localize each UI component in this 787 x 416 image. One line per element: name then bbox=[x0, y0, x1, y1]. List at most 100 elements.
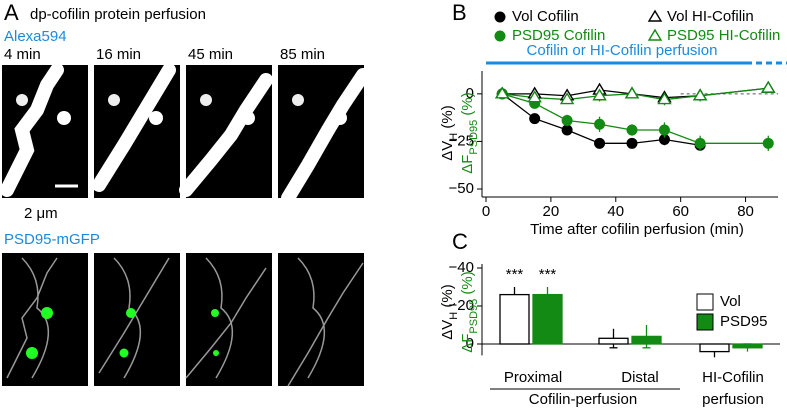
label-part: (%) bbox=[439, 105, 456, 133]
point bbox=[762, 137, 774, 149]
dendrite bbox=[179, 73, 273, 197]
outline bbox=[98, 257, 170, 374]
label-part: ΔV bbox=[439, 320, 456, 340]
psd-image bbox=[98, 257, 170, 379]
x-tick-label: Distal bbox=[621, 369, 659, 386]
point bbox=[559, 92, 575, 105]
panel-letter: A bbox=[4, 0, 19, 25]
scale-bar-label: 2 μm bbox=[24, 205, 58, 222]
point bbox=[694, 137, 706, 149]
legend-label: PSD95 Cofilin bbox=[512, 27, 605, 44]
y-tick-label: −50 bbox=[449, 180, 474, 197]
label-part: (%) bbox=[439, 284, 456, 312]
y-tick-label: −25 bbox=[449, 132, 474, 149]
y-tick-label: 0 bbox=[466, 85, 474, 102]
panel-a: A dp-cofilin protein perfusion Alexa594 … bbox=[4, 0, 206, 248]
label-part: PSD95 bbox=[468, 120, 480, 155]
psd-image bbox=[6, 257, 58, 379]
outline bbox=[287, 262, 364, 387]
legend-marker bbox=[647, 28, 663, 41]
label-part: (%) bbox=[459, 271, 476, 299]
outline bbox=[205, 257, 233, 379]
legend-label: Vol bbox=[720, 293, 741, 310]
y-tick-label: 0 bbox=[466, 335, 474, 352]
spine bbox=[57, 111, 71, 125]
image bbox=[278, 253, 364, 386]
dendrite bbox=[0, 63, 64, 197]
significance: *** bbox=[506, 266, 524, 283]
image bbox=[2, 253, 88, 386]
x-tick-label: 20 bbox=[543, 203, 560, 220]
legend-marker bbox=[494, 30, 506, 42]
psd-puncta bbox=[213, 350, 219, 356]
x-tick-label: 60 bbox=[672, 203, 689, 220]
psd-puncta bbox=[26, 347, 38, 359]
dendrite bbox=[281, 68, 370, 205]
legend-marker bbox=[494, 11, 506, 23]
spine bbox=[149, 111, 163, 125]
spine-image bbox=[281, 68, 370, 205]
spine-image bbox=[0, 63, 71, 197]
point bbox=[626, 137, 638, 149]
bar bbox=[499, 293, 530, 345]
legend-label: PSD95 HI-Cofilin bbox=[667, 27, 780, 44]
point bbox=[527, 90, 542, 103]
channel-label: Alexa594 bbox=[4, 28, 67, 45]
legend-marker bbox=[647, 9, 663, 22]
dendrite bbox=[92, 63, 176, 192]
legend-swatch bbox=[696, 293, 714, 311]
point bbox=[594, 118, 606, 130]
point bbox=[592, 88, 607, 101]
point bbox=[626, 124, 638, 136]
bar bbox=[732, 343, 763, 349]
legend-label: Vol Cofilin bbox=[512, 8, 579, 25]
psd-puncta bbox=[126, 308, 136, 318]
psd-puncta bbox=[41, 307, 53, 319]
outline bbox=[21, 257, 49, 379]
x-tick-label: Proximal bbox=[504, 369, 562, 386]
significance: *** bbox=[539, 266, 557, 283]
x-tick-label: HI-Cofilin bbox=[702, 369, 764, 386]
y-axis-label: ΔFPSD95 (%) bbox=[459, 92, 480, 174]
psd-puncta bbox=[211, 309, 219, 317]
point bbox=[594, 137, 606, 149]
time-label: 16 min bbox=[96, 46, 141, 63]
bar bbox=[532, 293, 563, 345]
point bbox=[494, 86, 510, 99]
bar bbox=[699, 343, 730, 353]
group-label: Cofilin-perfusion bbox=[529, 391, 637, 408]
legend-label: Vol HI-Cofilin bbox=[667, 8, 754, 25]
point bbox=[692, 88, 708, 101]
spine-image bbox=[179, 73, 273, 197]
label-part: ΔV bbox=[439, 141, 456, 161]
spine-image bbox=[92, 63, 176, 192]
spine bbox=[241, 111, 255, 125]
point bbox=[761, 80, 776, 93]
series-line bbox=[502, 93, 769, 144]
time-label: 4 min bbox=[4, 46, 41, 63]
panel-letter: C bbox=[452, 229, 468, 254]
image bbox=[94, 253, 180, 386]
label-part: PSD95 bbox=[468, 299, 480, 334]
panel-letter: B bbox=[452, 0, 467, 25]
label-part: (%) bbox=[459, 92, 476, 120]
annotation: Cofilin or HI-Cofilin perfusion bbox=[527, 42, 718, 59]
channel-label: PSD95-mGFP bbox=[4, 231, 100, 248]
image bbox=[186, 253, 272, 386]
outline bbox=[6, 257, 58, 379]
spine bbox=[292, 94, 304, 106]
psd-image bbox=[185, 257, 267, 379]
x-tick-label: perfusion bbox=[702, 391, 764, 408]
y-tick-label: −20 bbox=[449, 297, 474, 314]
label-part: ΔF bbox=[459, 155, 476, 174]
spine bbox=[333, 111, 347, 125]
point bbox=[529, 113, 541, 125]
time-label: 85 min bbox=[280, 46, 325, 63]
y-axis-label: ΔVH (%) bbox=[439, 284, 460, 339]
point bbox=[658, 124, 670, 136]
outline bbox=[297, 257, 325, 379]
bar bbox=[598, 337, 629, 345]
label-part: H bbox=[448, 133, 460, 141]
point bbox=[561, 124, 573, 136]
point bbox=[624, 86, 640, 99]
